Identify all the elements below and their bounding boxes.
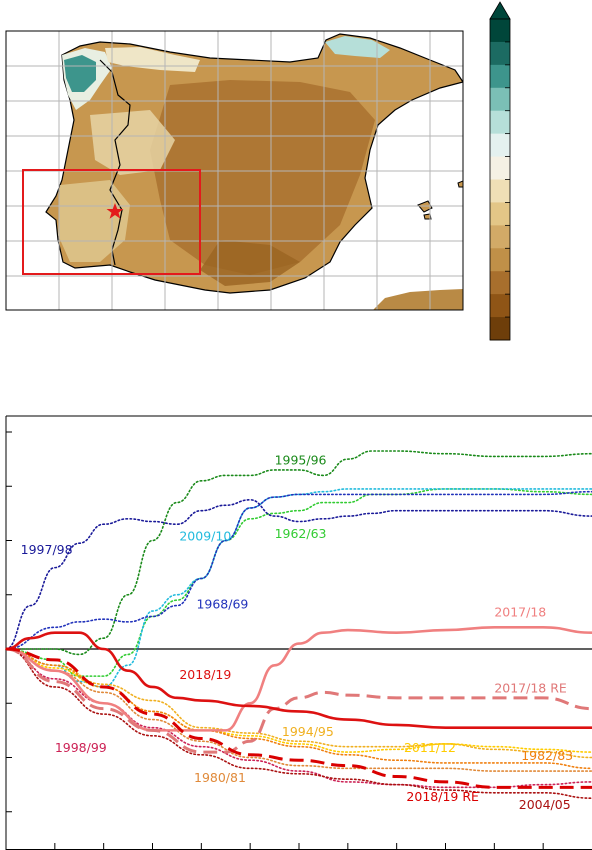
series-line-2018-19-RE [5,647,592,789]
series-label-2004-05: 2004/05 [519,797,571,812]
series-label-2018-19: 2018/19 [179,667,231,682]
colorbar-block [490,41,510,66]
series-line-1994-95 [5,648,592,759]
colorbar-block [490,133,510,158]
series-label-2017-18-RE: 2017/18 RE [494,680,567,695]
series-label-1982-83: 1982/83 [521,748,573,763]
series-line-1980-81 [5,648,592,772]
series-label-1995-96: 1995/96 [275,453,327,468]
colorbar-block [490,248,510,272]
series-label-2011-12: 2011/12 [404,740,456,755]
iberia-dry-core [150,80,375,275]
series-label-2009-10: 2009/10 [179,529,231,544]
series-line-2018-19 [5,631,592,729]
series-line-2017-18-RE [5,647,592,754]
colorbar-block [490,317,510,341]
series-line-2004-05 [5,648,592,799]
series-line-1997-98 [5,499,592,650]
plot-area [6,416,592,850]
series-label-2017-18: 2017/18 [494,604,546,619]
series-label-1968-69: 1968/69 [196,596,248,611]
iberia-light-plateau [90,110,175,175]
pyrenees-wet [325,36,390,58]
series-lines [5,450,592,799]
series-label-1997-98: 1997/98 [21,542,73,557]
colorbar-block [490,156,510,180]
ibiza [423,213,432,220]
portugal-border [99,59,131,266]
axis-ticks [6,431,544,850]
africa-land [373,289,463,310]
colorbar-extend-triangle [489,1,511,20]
colorbar [489,1,511,341]
series-label-1998-99: 1998/99 [55,740,107,755]
colorbar-ticks [505,41,510,318]
series-line-1995-96 [5,450,592,656]
line-chart: 1995/96 1962/63 2009/10 1968/69 1997/98 2017/… [5,415,592,850]
colorbar-block [490,225,510,249]
series-line-2017-18 [5,626,592,732]
colorbar-block [490,110,510,135]
map-frame [5,30,464,311]
colorbar-block [490,179,510,203]
series-label-1994-95: 1994/95 [282,724,334,739]
iberia-wet-core [64,55,96,92]
iberia-south-dry [200,240,300,286]
series-line-1968-69 [5,490,592,650]
series-label-1980-81: 1980/81 [194,770,246,785]
menorca [457,180,463,188]
colorbar-block [490,294,510,318]
series-label-1962-63: 1962/63 [275,526,327,541]
star-marker-icon [106,203,124,219]
colorbar-blocks [490,19,510,341]
colorbar-block [490,202,510,226]
series-labels: 1995/96 1962/63 2009/10 1968/69 1997/98 2017/… [21,453,573,812]
colorbar-block [490,87,510,112]
study-region-box [22,169,201,275]
map-panel [5,30,464,311]
colorbar-block [490,64,510,89]
colorbar-block [490,271,510,295]
series-label-2018-19-RE: 2018/19 RE [406,789,479,804]
colorbar-block [490,19,510,43]
